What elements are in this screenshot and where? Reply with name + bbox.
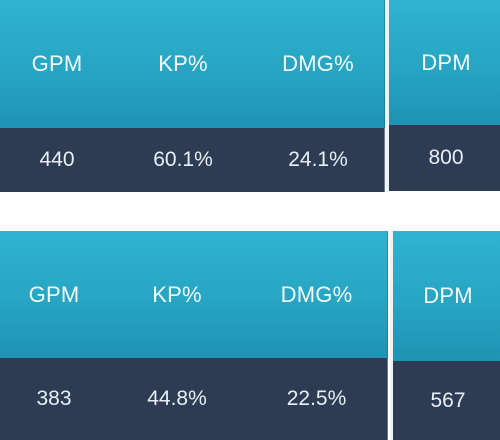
header-gpm: GPM [0, 0, 115, 128]
value-gpm: 383 [0, 358, 109, 440]
value-dpm: 567 [390, 361, 500, 440]
header-kp: KP% [114, 0, 253, 128]
header-kp: KP% [108, 231, 247, 358]
header-gpm: GPM [0, 231, 109, 358]
header-dmg: DMG% [252, 0, 385, 128]
header-dpm: DPM [386, 0, 500, 125]
value-dmg: 22.5% [246, 358, 388, 440]
value-dpm: 800 [386, 125, 500, 191]
value-kp: 60.1% [114, 128, 253, 192]
header-dmg: DMG% [246, 231, 388, 358]
value-kp: 44.8% [108, 358, 247, 440]
header-dpm: DPM [390, 231, 500, 361]
value-gpm: 440 [0, 128, 115, 192]
value-dmg: 24.1% [252, 128, 385, 192]
